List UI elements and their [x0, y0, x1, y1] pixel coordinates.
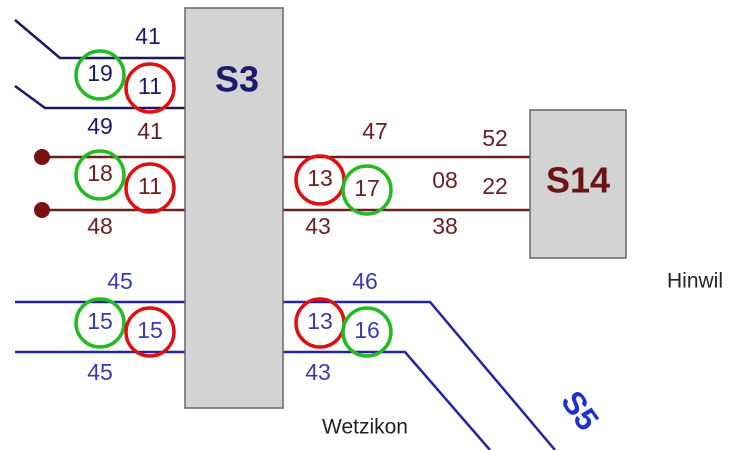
track-number: 49	[87, 113, 113, 139]
highlight-ring	[124, 62, 176, 114]
track-number: 17	[354, 175, 380, 201]
station-box	[529, 109, 627, 259]
track-number: 16	[354, 317, 380, 343]
highlight-ring	[124, 306, 176, 358]
track-number: 13	[307, 308, 333, 334]
track-number: 11	[138, 73, 162, 99]
station-box	[184, 7, 284, 409]
track-number: 15	[87, 308, 113, 334]
track-number: 15	[137, 317, 163, 343]
track	[14, 19, 185, 60]
highlight-ring	[74, 297, 126, 349]
station-label: S3	[215, 59, 259, 100]
highlight-ring	[341, 164, 393, 216]
track-number: 43	[305, 359, 331, 385]
endpoint	[34, 202, 50, 218]
station-label: S14	[546, 160, 610, 201]
track-number: 41	[135, 23, 161, 49]
place-label: Hinwil	[667, 270, 723, 293]
track-number: 47	[362, 118, 388, 144]
track-number: 22	[482, 173, 508, 199]
endpoint	[34, 149, 50, 165]
track-number: 43	[305, 213, 331, 239]
highlight-ring	[74, 149, 126, 201]
track-number: 45	[87, 359, 113, 385]
track-number: 52	[482, 125, 508, 151]
line-label: S5	[554, 384, 606, 437]
track-number: 18	[87, 160, 113, 186]
track-number: 08	[432, 167, 458, 193]
highlight-ring	[74, 49, 126, 101]
track	[15, 350, 491, 450]
track-number: 45	[107, 268, 133, 294]
track-number: 11	[138, 173, 162, 199]
place-label: Wetzikon	[322, 416, 408, 439]
track-number: 13	[307, 165, 333, 191]
track	[15, 300, 556, 450]
highlight-ring	[341, 306, 393, 358]
track-number: 38	[432, 213, 458, 239]
track-number: 48	[87, 213, 113, 239]
track-number: 19	[87, 60, 113, 86]
track-number: 46	[352, 268, 378, 294]
highlight-ring	[124, 162, 176, 214]
track-number: 41	[137, 118, 163, 144]
